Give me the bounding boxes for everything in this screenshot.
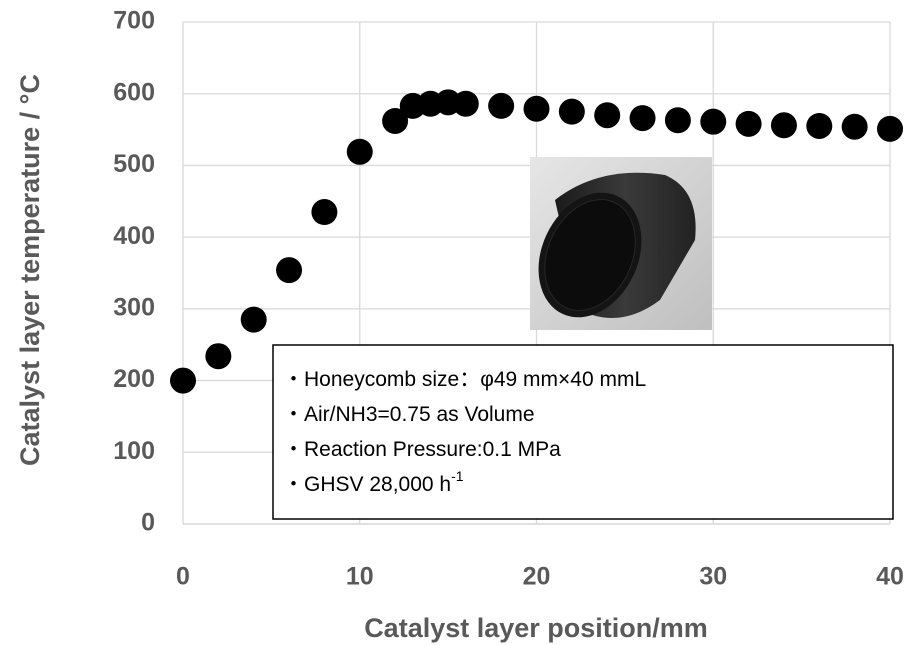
point — [700, 108, 727, 135]
x-tick-label: 20 — [523, 563, 551, 591]
x-tick-label: 10 — [346, 563, 374, 591]
y-tick-label: 0 — [141, 509, 155, 537]
point — [770, 112, 797, 139]
annotation-text: ・GHSV 28,000 h — [283, 473, 451, 496]
point — [382, 107, 409, 134]
y-tick-label: 200 — [113, 365, 155, 393]
point — [170, 367, 196, 394]
point — [346, 138, 373, 165]
y-tick-label: 300 — [113, 293, 155, 321]
point — [806, 112, 833, 139]
x-tick-label: 0 — [176, 563, 190, 591]
annotation-text: ・Air/NH3=0.75 as Volume — [283, 403, 535, 426]
point — [240, 306, 267, 333]
points — [170, 89, 903, 394]
point — [523, 95, 550, 122]
x-axis-label: Catalyst layer position/mm — [364, 613, 708, 643]
point — [452, 90, 479, 117]
point — [276, 257, 303, 284]
y-axis-label: Catalyst layer temperature / °C — [15, 74, 45, 466]
annotation-superscript: -1 — [451, 468, 464, 484]
y-tick-label: 700 — [113, 7, 155, 35]
annotation-line: ・Reaction Pressure:0.1 MPa — [283, 438, 561, 461]
y-tick-label: 500 — [113, 150, 155, 178]
annotation-line: ・Air/NH3=0.75 as Volume — [283, 403, 535, 426]
point — [558, 98, 585, 125]
annotation-text: ・Reaction Pressure:0.1 MPa — [283, 438, 561, 461]
point — [664, 107, 691, 134]
point — [205, 343, 232, 370]
annotation-line: ・GHSV 28,000 h-1 — [283, 468, 464, 496]
annotation-line: ・Honeycomb size：φ49 mm×40 mmL — [283, 368, 646, 391]
photo — [530, 157, 712, 330]
point — [841, 113, 868, 140]
point — [488, 92, 515, 119]
point — [735, 110, 762, 137]
y-tick-label: 400 — [113, 222, 155, 250]
y-tick-label: 100 — [113, 437, 155, 465]
x-tick-label: 40 — [876, 563, 904, 591]
point — [629, 105, 656, 132]
y-tick-label: 600 — [113, 78, 155, 106]
x-tick-label: 30 — [699, 563, 727, 591]
annotations: ・Honeycomb size：φ49 mm×40 mmL ・Air/NH3=0.… — [283, 368, 646, 496]
annotation-box — [272, 344, 894, 520]
point — [877, 115, 903, 142]
point — [311, 199, 338, 226]
point — [594, 102, 621, 129]
annotation-text: ・Honeycomb size：φ49 mm×40 mmL — [283, 368, 646, 391]
